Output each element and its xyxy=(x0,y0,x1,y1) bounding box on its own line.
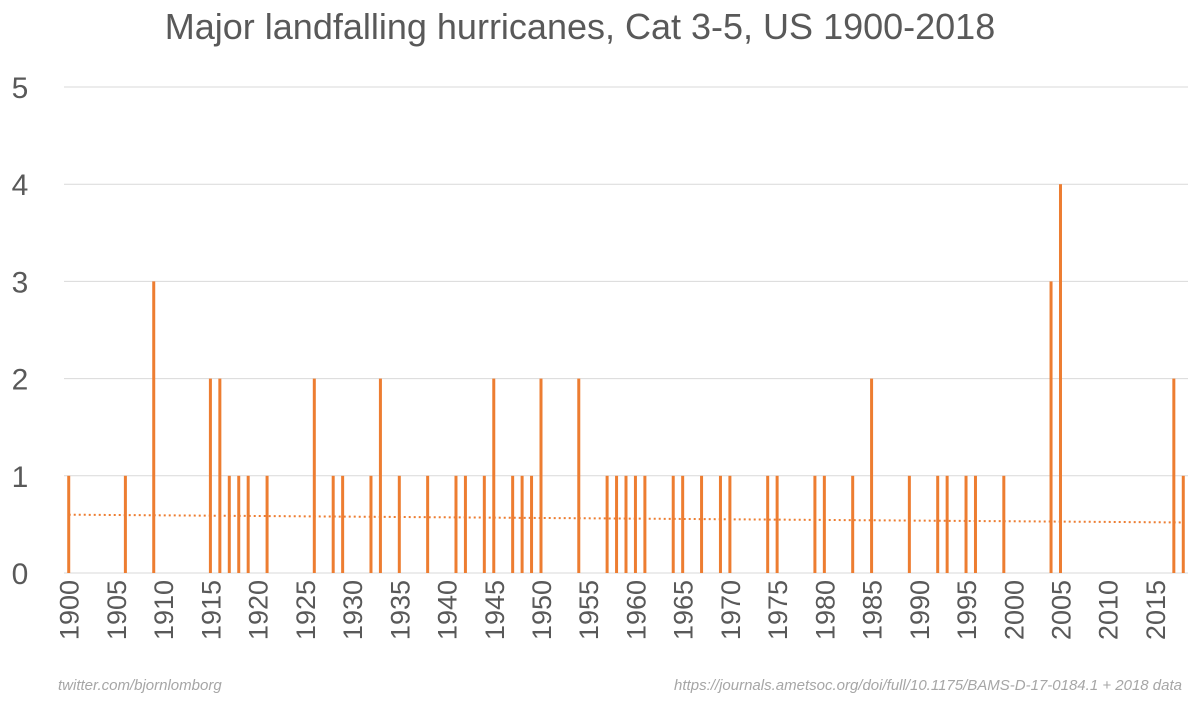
bar xyxy=(643,475,647,573)
y-axis-labels: 0 1 2 3 4 5 xyxy=(12,72,29,591)
y-tick-label: 1 xyxy=(12,461,29,494)
x-tick-label: 1965 xyxy=(669,580,699,640)
bar xyxy=(907,475,911,573)
y-tick-label: 0 xyxy=(12,558,29,591)
bar xyxy=(870,378,874,573)
x-tick-label: 2010 xyxy=(1094,580,1124,640)
x-tick-label: 1980 xyxy=(810,580,840,640)
bar xyxy=(378,378,382,573)
bar xyxy=(1172,378,1176,573)
x-tick-label: 1930 xyxy=(338,580,368,640)
x-tick-label: 1950 xyxy=(527,580,557,640)
x-axis-labels: 1900 1905 1910 1915 1920 1925 1930 1935 1940 1945… xyxy=(55,580,1171,640)
bar xyxy=(577,378,581,573)
bar xyxy=(728,475,732,573)
x-tick-label: 2005 xyxy=(1046,580,1076,640)
bar xyxy=(822,475,826,573)
chart-title: Major landfalling hurricanes, Cat 3-5, U… xyxy=(164,6,996,47)
x-tick-label: 1990 xyxy=(905,580,935,640)
bar xyxy=(1002,475,1006,573)
trendline-layer xyxy=(68,513,1184,524)
bar xyxy=(369,475,373,573)
bar xyxy=(964,475,968,573)
bar xyxy=(681,475,685,573)
x-tick-label: 1905 xyxy=(102,580,132,640)
x-tick-label: 1915 xyxy=(196,580,226,640)
bar xyxy=(246,475,250,573)
x-tick-label: 2000 xyxy=(999,580,1029,640)
y-tick-label: 5 xyxy=(12,72,29,105)
trendline xyxy=(68,513,1184,524)
x-tick-label: 1970 xyxy=(716,580,746,640)
bar xyxy=(265,475,269,573)
bar xyxy=(237,475,241,573)
x-tick-label: 1985 xyxy=(858,580,888,640)
x-tick-label: 1945 xyxy=(480,580,510,640)
bar xyxy=(813,475,817,573)
bars xyxy=(67,184,1185,573)
bar xyxy=(1058,184,1062,573)
bar xyxy=(1181,475,1185,573)
bar xyxy=(775,475,779,573)
bar xyxy=(615,475,619,573)
bar xyxy=(766,475,770,573)
bar xyxy=(218,378,222,573)
bar xyxy=(152,281,156,573)
bar xyxy=(700,475,704,573)
x-tick-label: 1935 xyxy=(385,580,415,640)
bar xyxy=(511,475,515,573)
x-tick-label: 1900 xyxy=(55,580,85,640)
bar xyxy=(227,475,231,573)
bar xyxy=(605,475,609,573)
footer-source-url: https://journals.ametsoc.org/doi/full/10… xyxy=(674,677,1182,694)
x-tick-label: 1960 xyxy=(621,580,651,640)
bar xyxy=(454,475,458,573)
x-tick-label: 1955 xyxy=(574,580,604,640)
bar xyxy=(492,378,496,573)
x-tick-label: 1925 xyxy=(291,580,321,640)
bar xyxy=(331,475,335,573)
bar xyxy=(936,475,940,573)
x-tick-label: 1920 xyxy=(244,580,274,640)
bar xyxy=(1049,281,1053,573)
bar xyxy=(397,475,401,573)
bar xyxy=(624,475,628,573)
bar xyxy=(851,475,855,573)
x-tick-label: 2015 xyxy=(1141,580,1171,640)
bar xyxy=(973,475,977,573)
y-tick-label: 3 xyxy=(12,266,29,299)
bar xyxy=(67,475,71,573)
y-tick-label: 2 xyxy=(12,364,29,397)
y-tick-label: 4 xyxy=(12,169,29,202)
bar xyxy=(530,475,534,573)
x-tick-label: 1995 xyxy=(952,580,982,640)
bar xyxy=(426,475,430,573)
bar xyxy=(312,378,316,573)
bar xyxy=(208,378,212,573)
bar xyxy=(945,475,949,573)
bar xyxy=(671,475,675,573)
bar xyxy=(341,475,345,573)
bar xyxy=(123,475,127,573)
bar xyxy=(520,475,524,573)
x-tick-label: 1975 xyxy=(763,580,793,640)
x-tick-label: 1910 xyxy=(149,580,179,640)
bar xyxy=(482,475,486,573)
bar xyxy=(539,378,543,573)
x-tick-label: 1940 xyxy=(433,580,463,640)
bar xyxy=(463,475,467,573)
bar xyxy=(718,475,722,573)
bar xyxy=(633,475,637,573)
footer-twitter-handle: twitter.com/bjornlomborg xyxy=(58,677,222,694)
